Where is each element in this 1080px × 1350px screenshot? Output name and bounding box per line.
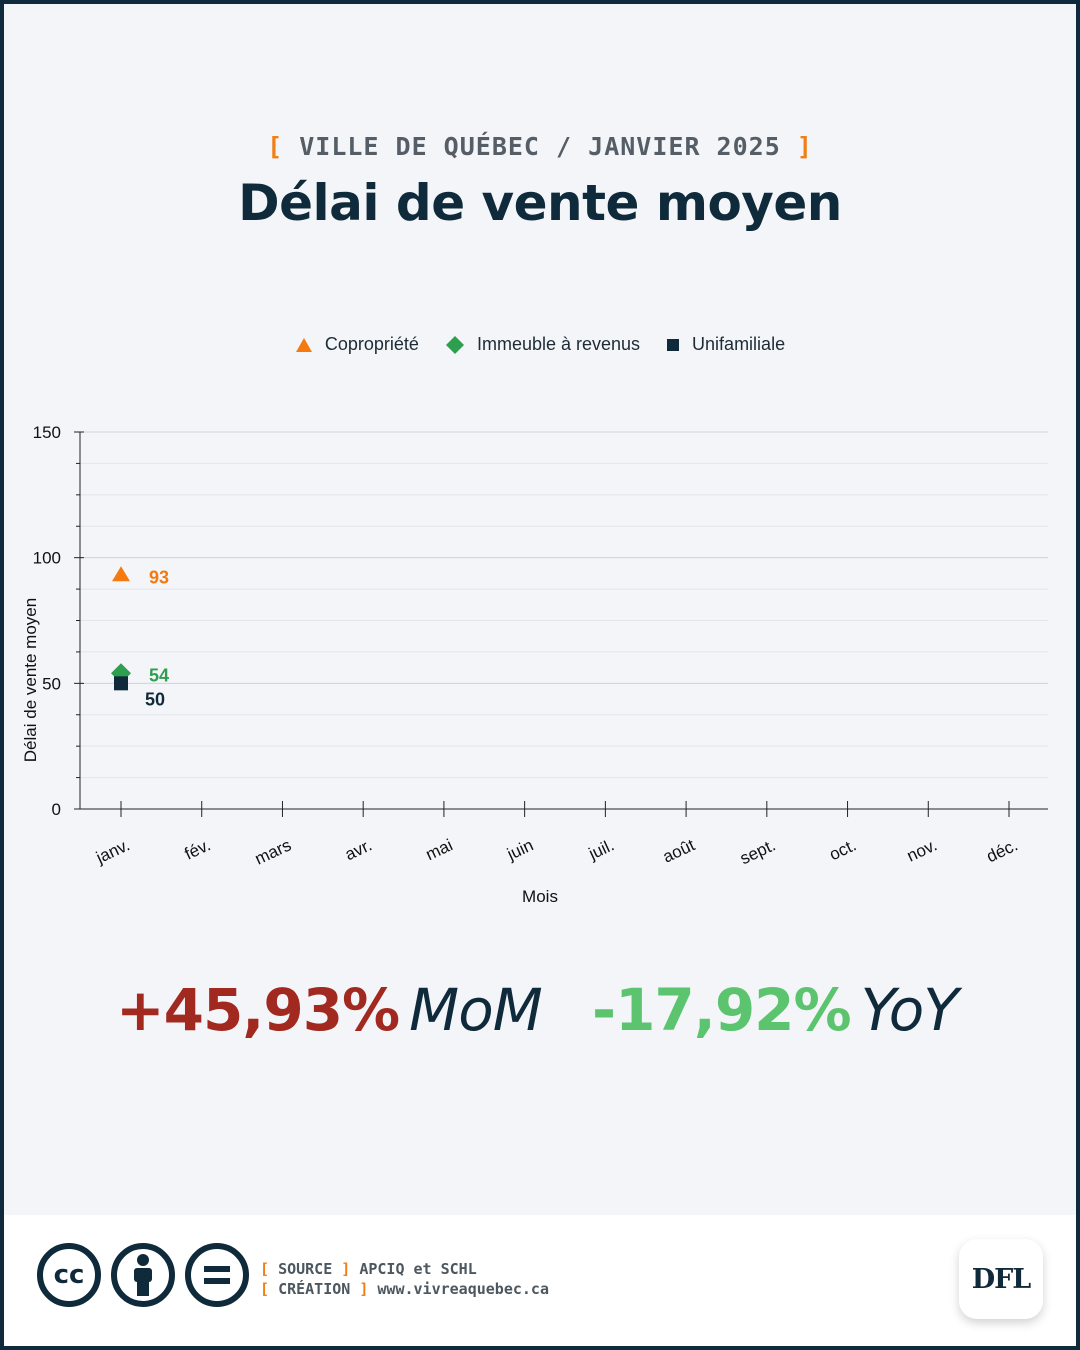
person-glyph (134, 1254, 152, 1296)
attribution-person-icon[interactable] (111, 1243, 175, 1307)
bracket-open: [ (260, 1260, 270, 1278)
logo-text: DFL (971, 1263, 1032, 1295)
infographic-frame: [ VILLE DE QUÉBEC / JANVIER 2025 ] Délai… (4, 4, 1076, 1346)
yoy-stat: -17,92% YoY (592, 976, 959, 1044)
bracket-close: ] (341, 1260, 351, 1278)
x-ticks: janv. fév. mars avr. mai juin juil. août sept. oc… (92, 801, 1021, 869)
credits: [ SOURCE ] APCIQ et SCHL [ CRÉATION ] ww… (260, 1259, 549, 1299)
stats-row: +45,93% MoM -17,92% YoY (4, 976, 1076, 1056)
legend-label: Immeuble à revenus (476, 334, 641, 354)
creation-line: [ CRÉATION ] www.vivreaquebec.ca (260, 1279, 549, 1299)
legend-label: Copropriété (324, 334, 419, 354)
x-tick-label: fév. (182, 835, 214, 863)
yoy-value: -17,92% (592, 976, 852, 1044)
cc-label: cc (53, 1260, 85, 1290)
y-tick-label: 100 (33, 549, 61, 568)
source-value: APCIQ et SCHL (359, 1260, 477, 1278)
mom-stat: +45,93% MoM (116, 976, 543, 1044)
data-point-square (114, 676, 128, 691)
square-marker-icon (667, 338, 680, 351)
supertitle: [ VILLE DE QUÉBEC / JANVIER 2025 ] (4, 132, 1076, 161)
mom-label: MoM (409, 976, 543, 1044)
x-tick-label: juil. (585, 835, 617, 863)
x-tick-label: oct. (826, 835, 859, 864)
x-tick-label: juin (503, 835, 536, 864)
y-tick-label: 150 (33, 423, 61, 442)
bracket-close: ] (359, 1280, 369, 1298)
x-tick-label: nov. (904, 835, 940, 865)
x-tick-label: avr. (342, 835, 375, 864)
x-tick-label: déc. (984, 835, 1021, 866)
diamond-marker-icon (445, 335, 464, 354)
y-tick-label: 50 (42, 674, 61, 693)
creative-commons-icon[interactable]: cc (37, 1243, 101, 1307)
y-tick-label: 0 (52, 800, 61, 819)
y-ticks: 0 50 100 150 (33, 423, 84, 819)
no-derivatives-icon[interactable] (185, 1243, 249, 1307)
data-label: 50 (145, 689, 165, 709)
y-axis-label: Délai de vente moyen (21, 598, 40, 762)
footer: cc [ SOURCE ] APCIQ et S (4, 1215, 1076, 1346)
creation-key: CRÉATION (278, 1280, 351, 1298)
data-point-triangle (112, 566, 130, 582)
supertitle-text: VILLE DE QUÉBEC / JANVIER 2025 (299, 132, 781, 161)
source-key: SOURCE (278, 1260, 333, 1278)
bracket-open: [ (260, 1280, 270, 1298)
x-tick-label: janv. (92, 835, 132, 867)
bracket-open: [ (267, 132, 284, 161)
x-axis-label: Mois (522, 887, 558, 906)
legend-item-copropriete[interactable]: Copropriété (295, 334, 419, 355)
legend-label: Unifamiliale (692, 334, 786, 354)
dfl-logo: DFL (959, 1239, 1043, 1319)
data-marks: 93 54 50 (111, 566, 169, 709)
data-label: 54 (149, 665, 169, 685)
x-tick-label: août (660, 835, 698, 866)
data-point-diamond (111, 663, 131, 684)
chart-legend: Copropriété Immeuble à revenus Unifamili… (4, 334, 1076, 355)
x-tick-label: mai (423, 835, 456, 864)
data-label: 93 (149, 567, 169, 587)
chart-grid (80, 431, 1048, 779)
triangle-marker-icon (295, 337, 312, 352)
source-line: [ SOURCE ] APCIQ et SCHL (260, 1259, 549, 1279)
x-tick-label: mars (252, 835, 294, 868)
x-tick-label: sept. (737, 835, 778, 868)
page-title: Délai de vente moyen (238, 174, 842, 232)
legend-item-immeuble[interactable]: Immeuble à revenus (445, 334, 640, 355)
creation-link[interactable]: www.vivreaquebec.ca (377, 1280, 549, 1298)
mom-value: +45,93% (116, 976, 400, 1044)
scatter-chart: 0 50 100 150 janv. fév. mars avr. mai juin juil. a… (21, 423, 1048, 906)
equals-glyph (204, 1266, 230, 1284)
yoy-label: YoY (860, 976, 959, 1044)
license-icons: cc (37, 1243, 249, 1307)
bracket-close: ] (796, 132, 813, 161)
legend-item-unifamiliale[interactable]: Unifamiliale (666, 334, 785, 355)
